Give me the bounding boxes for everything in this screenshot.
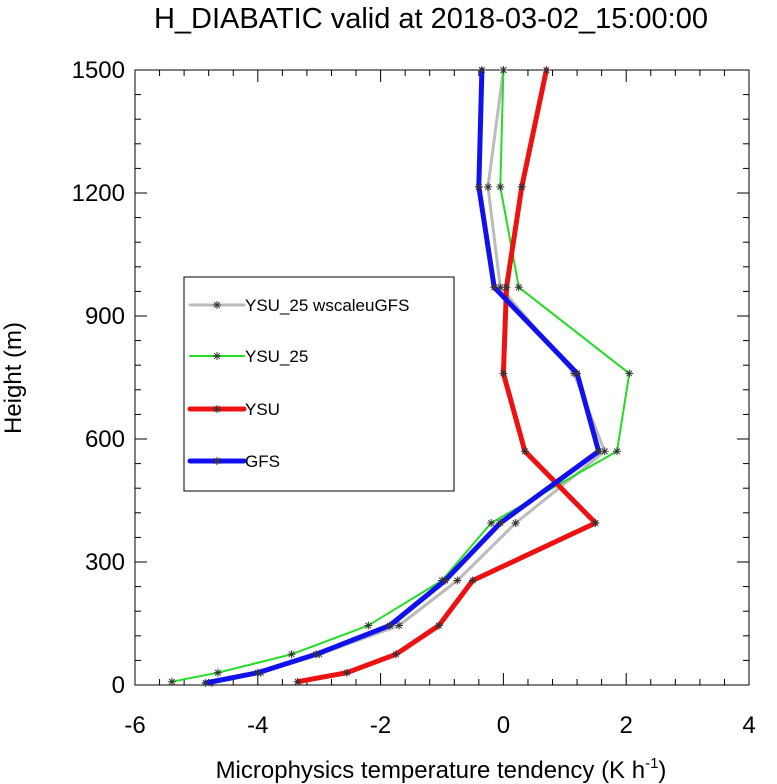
legend-label: YSU_25 xyxy=(245,347,308,366)
data-point xyxy=(594,447,603,456)
data-point xyxy=(499,369,508,378)
x-tick-label: -4 xyxy=(247,712,268,739)
data-point xyxy=(514,283,523,292)
x-tick-label: 2 xyxy=(620,712,633,739)
series-layer xyxy=(167,66,634,687)
x-axis-label-main: Microphysics temperature tendency (K h xyxy=(216,757,646,784)
legend-label: YSU_25 wscaleuGFS xyxy=(245,296,409,315)
data-point xyxy=(253,668,262,677)
data-point xyxy=(434,621,443,630)
data-point xyxy=(496,519,505,528)
data-point xyxy=(484,182,493,191)
legend-item: YSU_25 xyxy=(189,347,308,366)
data-point xyxy=(293,677,302,686)
data-point xyxy=(287,650,296,659)
data-point xyxy=(342,668,351,677)
data-point xyxy=(201,678,210,687)
x-axis-label-sup: -1 xyxy=(645,755,658,772)
data-point xyxy=(474,182,483,191)
legend-label: YSU xyxy=(245,400,280,419)
data-point xyxy=(385,621,394,630)
legend-item: GFS xyxy=(187,452,280,471)
data-point xyxy=(312,650,321,659)
data-point xyxy=(612,447,621,456)
data-point xyxy=(573,369,582,378)
y-tick-label: 300 xyxy=(85,549,125,576)
legend-item: YSU xyxy=(187,400,280,419)
legend-label: GFS xyxy=(245,452,280,471)
legend-box xyxy=(183,276,455,492)
x-axis-label: Microphysics temperature tendency (K h-1… xyxy=(216,755,667,784)
data-point xyxy=(600,447,609,456)
x-tick-label: 0 xyxy=(497,712,510,739)
data-point xyxy=(520,447,529,456)
data-point xyxy=(496,283,505,292)
data-point xyxy=(490,283,499,292)
data-point xyxy=(468,576,477,585)
legend-marker xyxy=(213,457,221,465)
data-point xyxy=(517,182,526,191)
data-point xyxy=(364,621,373,630)
series-3 xyxy=(201,66,603,687)
data-point xyxy=(395,621,404,630)
x-axis-label-close: ) xyxy=(658,757,666,784)
legend-item: YSU_25 wscaleuGFS xyxy=(188,296,409,315)
data-point xyxy=(453,576,462,585)
y-tick-label: 900 xyxy=(85,303,125,330)
legend-marker xyxy=(213,301,221,309)
data-point xyxy=(511,519,520,528)
y-tick-label: 1500 xyxy=(72,57,125,84)
legend-marker xyxy=(213,352,221,360)
data-point xyxy=(213,668,222,677)
data-point xyxy=(391,650,400,659)
x-tick-label: -6 xyxy=(124,712,145,739)
chart-title: H_DIABATIC valid at 2018-03-02_15:00:00 xyxy=(154,3,708,35)
series-2 xyxy=(293,66,600,686)
data-point xyxy=(499,66,508,74)
x-tick-label: 4 xyxy=(742,712,755,739)
data-point xyxy=(167,677,176,686)
legend-marker xyxy=(213,405,221,413)
legend: YSU_25 wscaleuGFS YSU_25 YSU GFS xyxy=(183,276,455,492)
data-point xyxy=(502,283,511,292)
data-point xyxy=(542,66,551,74)
axis-ticks: -6 -4 -2 0 2 4 0 300 600 900 1200 1500 xyxy=(72,57,756,739)
data-point xyxy=(441,576,450,585)
y-axis-label: Height (m) xyxy=(0,322,27,434)
plot-frame xyxy=(134,69,750,686)
y-tick-label: 1200 xyxy=(72,180,125,207)
data-point xyxy=(625,369,634,378)
y-tick-label: 0 xyxy=(112,672,125,699)
data-point xyxy=(496,182,505,191)
data-point xyxy=(487,519,496,528)
x-tick-label: -2 xyxy=(370,712,391,739)
y-tick-label: 600 xyxy=(85,426,125,453)
data-point xyxy=(477,66,486,74)
data-point xyxy=(591,519,600,528)
